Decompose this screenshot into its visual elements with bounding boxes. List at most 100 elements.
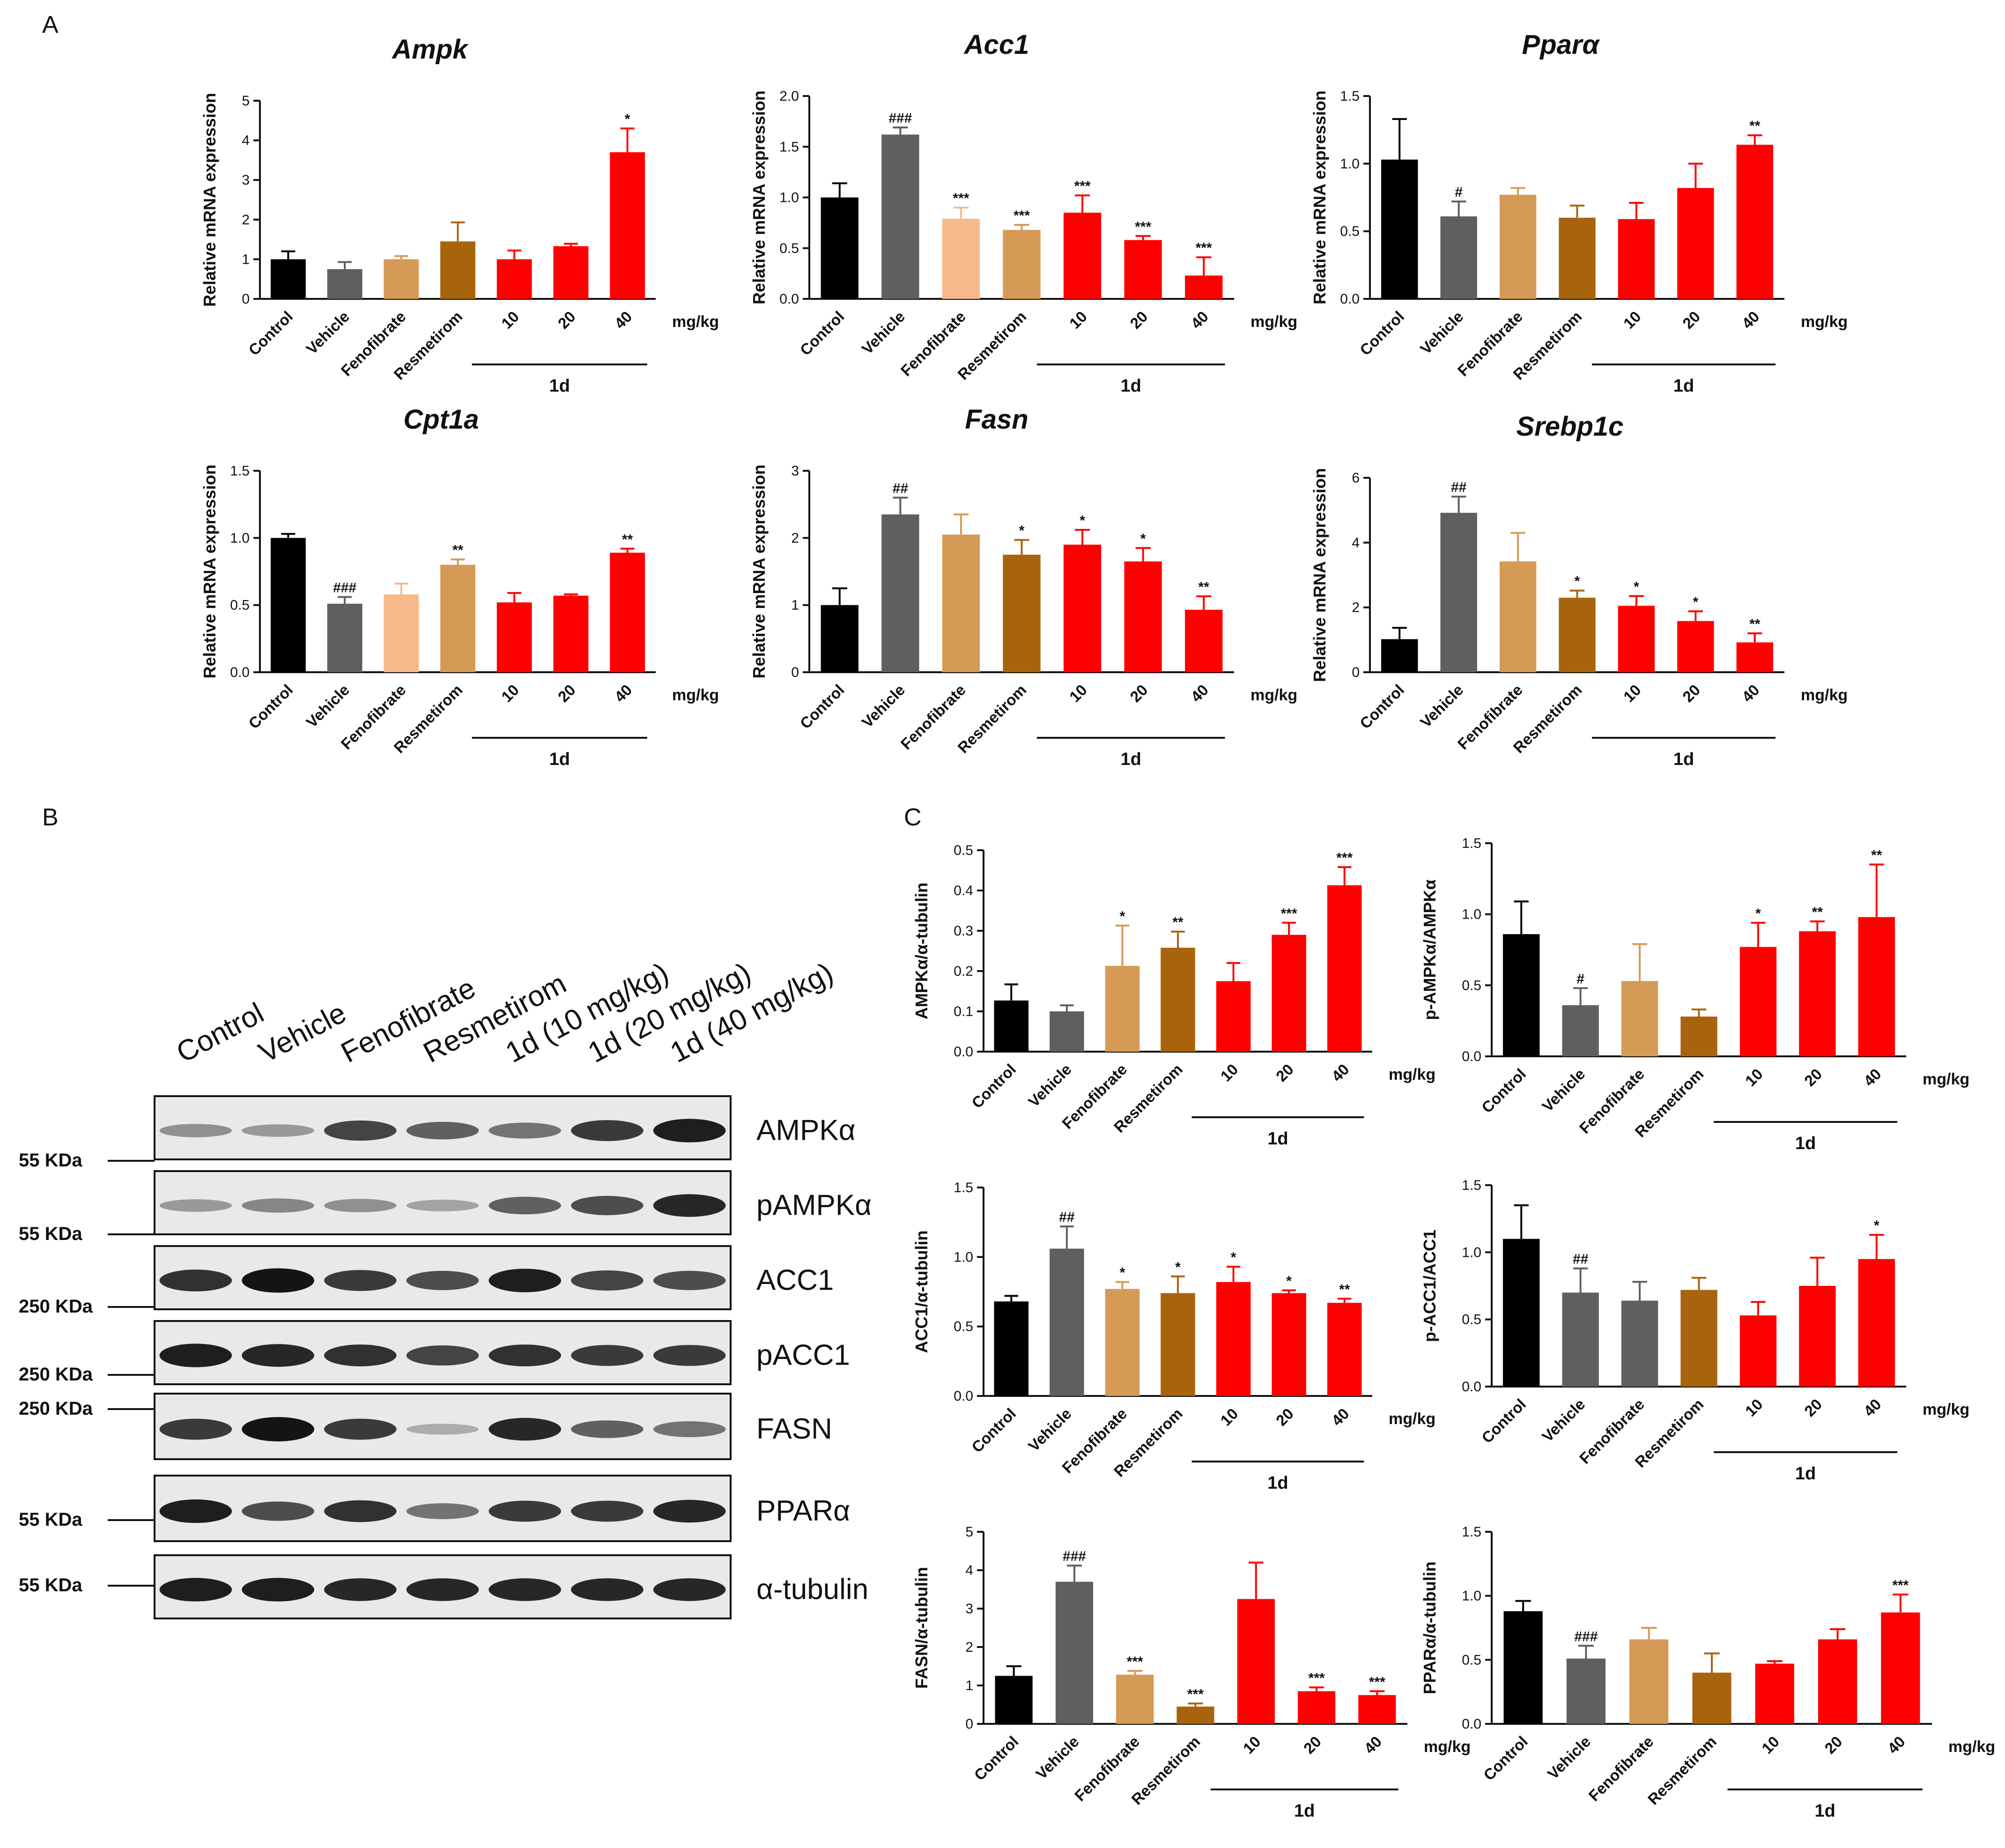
unit-label: mg/kg xyxy=(1389,1066,1435,1084)
bar xyxy=(1755,1663,1794,1724)
unit-label: mg/kg xyxy=(1948,1738,1995,1756)
blot-band xyxy=(488,1418,562,1441)
bar xyxy=(1562,1292,1599,1387)
y-tick-label: 0.0 xyxy=(1462,1716,1481,1732)
bar xyxy=(881,514,919,672)
blot-band xyxy=(571,1195,644,1216)
significance-label: ## xyxy=(1059,1210,1075,1225)
group-label: 1d xyxy=(549,750,570,769)
blot-band xyxy=(324,1270,397,1291)
blot-band xyxy=(571,1500,644,1522)
y-axis-label: Relative mRNA expression xyxy=(200,93,219,307)
blot-band xyxy=(159,1124,232,1137)
y-tick-label: 1.5 xyxy=(1462,1524,1481,1540)
significance-label: * xyxy=(1286,1274,1292,1289)
bar xyxy=(1050,1248,1084,1396)
bar xyxy=(821,605,858,672)
protein-label: PPARα xyxy=(756,1495,850,1527)
y-tick-label: 0.1 xyxy=(954,1004,973,1019)
blot-band xyxy=(406,1424,479,1435)
unit-label: mg/kg xyxy=(1389,1410,1435,1428)
bar xyxy=(1503,934,1540,1056)
blot-band xyxy=(653,1194,726,1217)
bar xyxy=(1116,1675,1154,1724)
blot-band xyxy=(159,1418,232,1440)
y-axis-label: p-ACC1/ACC1 xyxy=(1420,1230,1439,1342)
y-tick-label: 0.0 xyxy=(230,665,250,680)
bar xyxy=(1055,1581,1094,1724)
bar xyxy=(1499,194,1537,299)
blot-row: ACC1 250 KDa xyxy=(19,1245,834,1317)
bar xyxy=(270,259,306,299)
significance-label: * xyxy=(1693,594,1699,610)
y-tick-label: 1 xyxy=(791,598,799,613)
bar xyxy=(1105,965,1140,1052)
significance-label: *** xyxy=(1369,1674,1385,1690)
y-axis-label: Relative mRNA expression xyxy=(749,90,769,304)
blot-band xyxy=(242,1578,314,1602)
group-label: 1d xyxy=(1795,1134,1816,1153)
blot-band xyxy=(571,1270,644,1291)
blot-band xyxy=(159,1499,232,1523)
blot-band xyxy=(324,1500,397,1522)
significance-label: * xyxy=(625,111,630,127)
bar xyxy=(1618,606,1655,672)
y-tick-label: 1.5 xyxy=(1340,89,1360,104)
blot-band xyxy=(242,1344,314,1367)
y-tick-label: 1.0 xyxy=(1462,1245,1481,1260)
bar xyxy=(1381,639,1418,672)
bar xyxy=(1063,212,1102,299)
y-tick-label: 0.0 xyxy=(1340,291,1360,307)
unit-label: mg/kg xyxy=(672,313,719,331)
bar xyxy=(1559,217,1596,299)
y-tick-label: 4 xyxy=(965,1563,973,1578)
y-tick-label: 0.5 xyxy=(1462,978,1481,993)
bar xyxy=(995,1676,1033,1724)
bar xyxy=(1503,1239,1540,1387)
bar xyxy=(994,1000,1029,1052)
blot-row: AMPKα 55 KDa xyxy=(19,1095,856,1171)
bar xyxy=(1692,1672,1731,1724)
significance-label: ** xyxy=(1749,119,1761,134)
y-tick-label: 2 xyxy=(1352,600,1360,616)
y-tick-label: 1.5 xyxy=(954,1180,973,1195)
significance-label: *** xyxy=(1014,208,1030,223)
bar xyxy=(1858,1259,1895,1387)
y-tick-label: 0.0 xyxy=(954,1044,973,1060)
significance-label: * xyxy=(1120,909,1125,924)
significance-label: *** xyxy=(1336,850,1353,866)
bar xyxy=(1680,1017,1717,1056)
protein-label: ACC1 xyxy=(756,1264,834,1297)
bar xyxy=(1559,597,1596,672)
bar xyxy=(270,538,306,672)
blot-row: PPARα 55 KDa xyxy=(19,1475,850,1542)
significance-label: ### xyxy=(1063,1549,1086,1564)
bar xyxy=(1161,1293,1195,1396)
y-tick-label: 0.5 xyxy=(1462,1312,1481,1328)
unit-label: mg/kg xyxy=(1801,313,1848,331)
bar xyxy=(1858,917,1895,1056)
group-label: 1d xyxy=(1267,1129,1288,1149)
bar xyxy=(1499,561,1537,672)
blot-band xyxy=(324,1199,397,1212)
blot-band xyxy=(571,1578,644,1601)
chart-title: Ampk xyxy=(391,34,469,65)
bar xyxy=(1272,1293,1306,1396)
significance-label: *** xyxy=(1074,178,1091,194)
unit-label: mg/kg xyxy=(1250,686,1297,704)
y-tick-label: 0.5 xyxy=(1462,1652,1481,1668)
y-tick-label: 1.5 xyxy=(230,463,250,479)
unit-label: mg/kg xyxy=(1923,1401,1969,1418)
significance-label: * xyxy=(1019,523,1025,539)
y-tick-label: 1.5 xyxy=(1462,836,1481,851)
significance-label: ** xyxy=(622,532,633,547)
blot-band xyxy=(571,1345,644,1366)
group-label: 1d xyxy=(1294,1801,1315,1821)
bar xyxy=(440,241,475,299)
y-tick-label: 0.3 xyxy=(954,923,973,939)
bar xyxy=(327,603,363,672)
blot-band xyxy=(571,1420,644,1438)
significance-label: ### xyxy=(888,111,912,126)
blot-band xyxy=(653,1499,726,1523)
